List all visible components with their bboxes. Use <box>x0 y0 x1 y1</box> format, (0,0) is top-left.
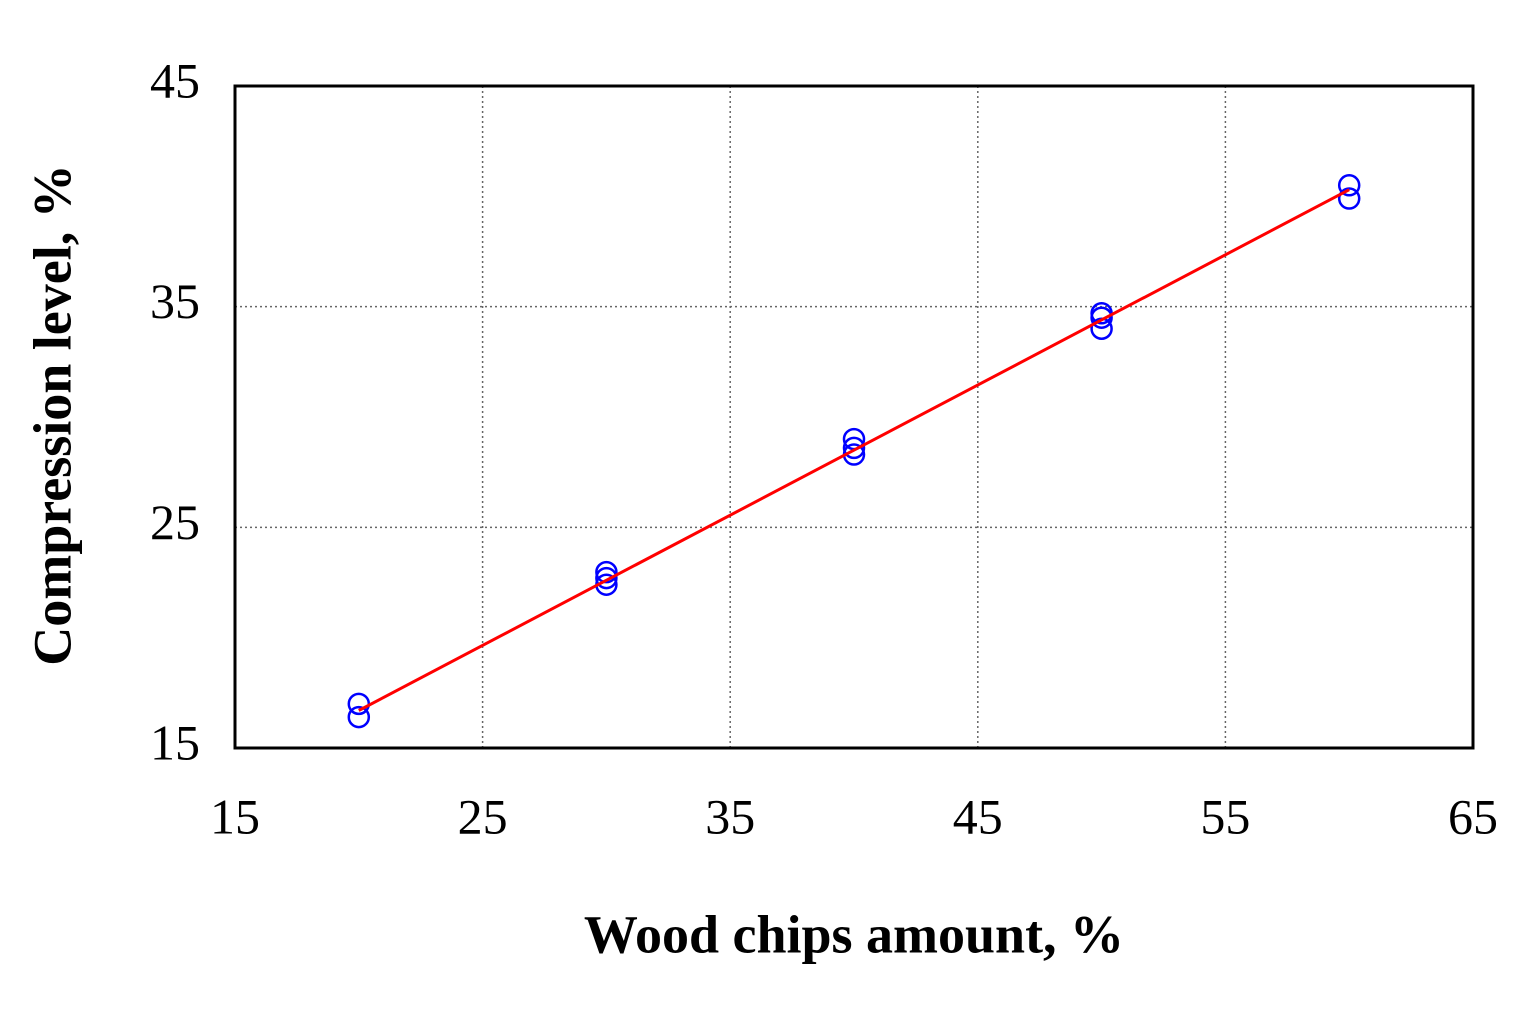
y-tick-label: 15 <box>150 714 200 770</box>
x-axis-title: Wood chips amount, % <box>584 904 1124 964</box>
y-tick-label: 45 <box>150 52 200 108</box>
y-tick-label: 35 <box>150 273 200 329</box>
x-tick-label: 35 <box>705 788 755 844</box>
data-point <box>1090 306 1113 329</box>
data-point <box>595 560 618 584</box>
x-tick-label: 15 <box>210 788 260 844</box>
data-point <box>595 566 618 590</box>
data-point <box>1337 187 1361 210</box>
x-tick-label: 25 <box>458 788 508 844</box>
data-point <box>347 705 371 729</box>
fit-line <box>358 188 1350 712</box>
y-axis-title: Compression level, % <box>22 164 82 665</box>
data-point <box>842 436 866 460</box>
plot-frame <box>233 84 1475 750</box>
y-tick-label: 25 <box>150 494 200 550</box>
x-tick-label: 55 <box>1200 788 1250 844</box>
x-tick-label: 45 <box>953 788 1003 844</box>
data-point <box>1337 174 1361 197</box>
x-tick-label: 65 <box>1448 788 1498 844</box>
